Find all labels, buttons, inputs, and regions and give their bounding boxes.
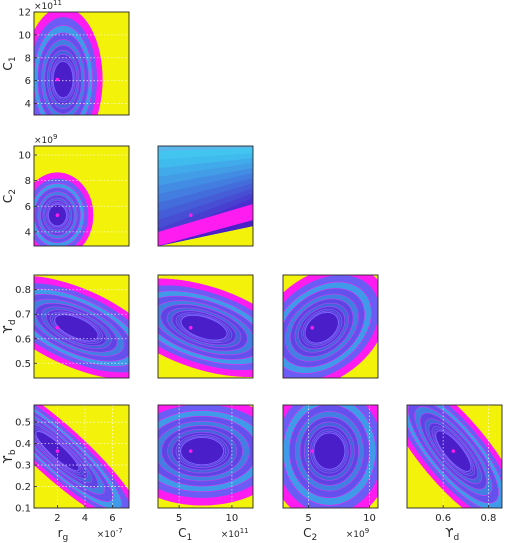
y-tick-label: 6 [25,76,31,87]
x-tick-label: 0.6 [435,513,451,524]
x-axis-label: C2 [303,526,317,543]
y-axis-label-sub: b [8,449,18,455]
x-axis-label: ϒd [445,526,459,543]
axes-frame [157,404,254,509]
axes-frame [406,404,503,509]
contour-set [34,12,103,115]
panel-3 [157,145,254,247]
contour-level [54,314,99,341]
y-tick-label: 12 [18,8,31,19]
x-axis-multiplier-exp: 9 [365,527,369,535]
panel-10: 0.6 0.8 ϒd [406,404,503,543]
x-axis-label-sub: g [63,533,69,543]
y-tick-label: 0.5 [15,418,31,429]
y-axis-label: C1 [1,56,18,70]
axes-frame [33,274,130,379]
panel-9: 5 10 ×109 C2 [282,404,379,543]
x-tick-label: 6 [109,513,115,524]
best-fit-point [55,77,60,82]
x-axis-multiplier: ×109 [346,527,369,540]
x-tick-label: 0.8 [480,513,496,524]
contour-set [283,275,378,378]
best-fit-point [310,449,315,453]
x-axis-multiplier: ×1011 [221,527,249,540]
axes-frame [282,274,379,379]
best-fit-point [55,325,60,330]
y-axis-multiplier: ×1011 [34,0,62,12]
contour-level [304,312,339,344]
x-axis-multiplier-exp: 11 [240,527,249,535]
contour-level [180,437,224,465]
best-fit-point [188,325,193,330]
y-tick-label: 0.1 [15,504,31,515]
contour-set [34,275,129,378]
x-tick-label: 10 [363,513,376,524]
contour-level [53,61,74,98]
best-fit-point [55,213,60,218]
axes-frame [33,145,130,247]
y-tick-label: 4 [25,227,31,238]
best-fit-point [188,213,193,218]
x-tick-label: 10 [226,513,239,524]
contour-set [34,172,94,246]
contour-edge [158,204,253,246]
contour-set [158,278,253,377]
contour-level [180,315,228,341]
y-axis-multiplier-exp: 9 [53,133,57,141]
x-tick-label: 2 [54,513,60,524]
panel-4: 0.5 0.6 0.7 0.8 ϒd [1,274,130,379]
x-axis-label-sub: 2 [312,533,318,543]
y-axis-label: C2 [1,189,18,203]
contour-set [283,405,378,508]
y-axis-label-sub: 1 [8,56,18,62]
y-axis-multiplier-exp: 11 [53,0,62,7]
y-tick-label: 8 [25,176,31,187]
panel-6 [282,274,379,379]
x-axis-label: C1 [178,526,192,543]
contour-level [313,432,346,470]
axes-frame [33,11,130,116]
axes-frame [33,404,130,509]
axes-frame [157,274,254,379]
y-tick-label: 0.2 [15,482,31,493]
x-axis-label: rg [58,526,69,543]
x-tick-label: 4 [82,513,88,524]
contour-set [158,146,253,246]
y-axis-label-sub: d [8,319,18,325]
y-axis-multiplier: ×109 [34,133,57,146]
panel-5 [157,274,254,379]
y-tick-label: 8 [25,53,31,64]
y-axis-label-sub: 2 [8,189,18,195]
best-fit-point [451,449,456,453]
x-axis-multiplier: ×10-7 [97,527,123,540]
panel-1: 4 6 8 10 12×1011 C1 [1,0,130,116]
best-fit-point [55,449,60,453]
y-tick-label: 0.8 [15,285,31,296]
y-tick-label: 10 [18,150,31,161]
x-tick-label: 5 [176,513,182,524]
x-axis-label-sub: 1 [187,533,193,543]
panel-8: 5 10 ×1011 C1 [157,404,254,543]
x-tick-label: 5 [305,513,311,524]
y-tick-label: 0.6 [15,334,31,345]
y-tick-label: 0.4 [15,439,31,450]
y-tick-label: 4 [25,99,31,110]
y-axis-label: ϒd [1,319,18,333]
y-tick-label: 6 [25,202,31,213]
x-axis-label-sub: d [454,533,460,543]
contour-set [158,405,253,506]
panel-2: 4 6 8 10×109 C2 [1,133,130,247]
best-fit-point [188,449,193,453]
y-tick-label: 0.3 [15,461,31,472]
axes-frame [282,404,379,509]
y-tick-label: 0.5 [15,359,31,370]
best-fit-point [310,325,315,330]
y-tick-label: 10 [18,30,31,41]
axes-frame [157,145,254,247]
y-tick-label: 0.7 [15,310,31,321]
x-axis-multiplier-exp: -7 [116,527,123,535]
